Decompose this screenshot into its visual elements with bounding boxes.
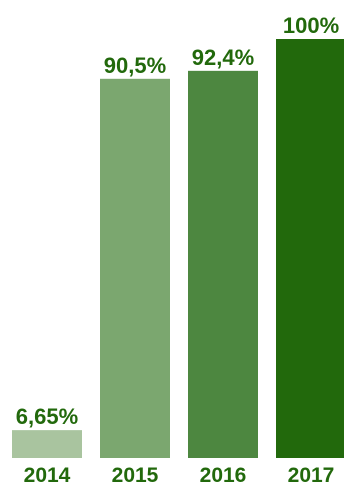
- value-label-2016: 92,4%: [192, 45, 254, 70]
- bar-2015: [100, 78, 170, 459]
- value-label-2015: 90,5%: [104, 53, 166, 78]
- category-label-2014: 2014: [24, 464, 71, 486]
- bar-2014: [12, 430, 82, 458]
- category-labels-group: 2014 2015 2016 2017: [24, 464, 335, 486]
- category-label-2017: 2017: [288, 464, 335, 486]
- value-labels-group: 6,65% 90,5% 92,4% 100%: [16, 13, 339, 429]
- bar-2016: [188, 70, 258, 459]
- bars-group: [12, 39, 344, 459]
- category-label-2015: 2015: [112, 464, 159, 486]
- bar-2017: [276, 39, 344, 458]
- category-label-2016: 2016: [200, 464, 247, 486]
- value-label-2017: 100%: [283, 13, 339, 38]
- value-label-2014: 6,65%: [16, 404, 78, 429]
